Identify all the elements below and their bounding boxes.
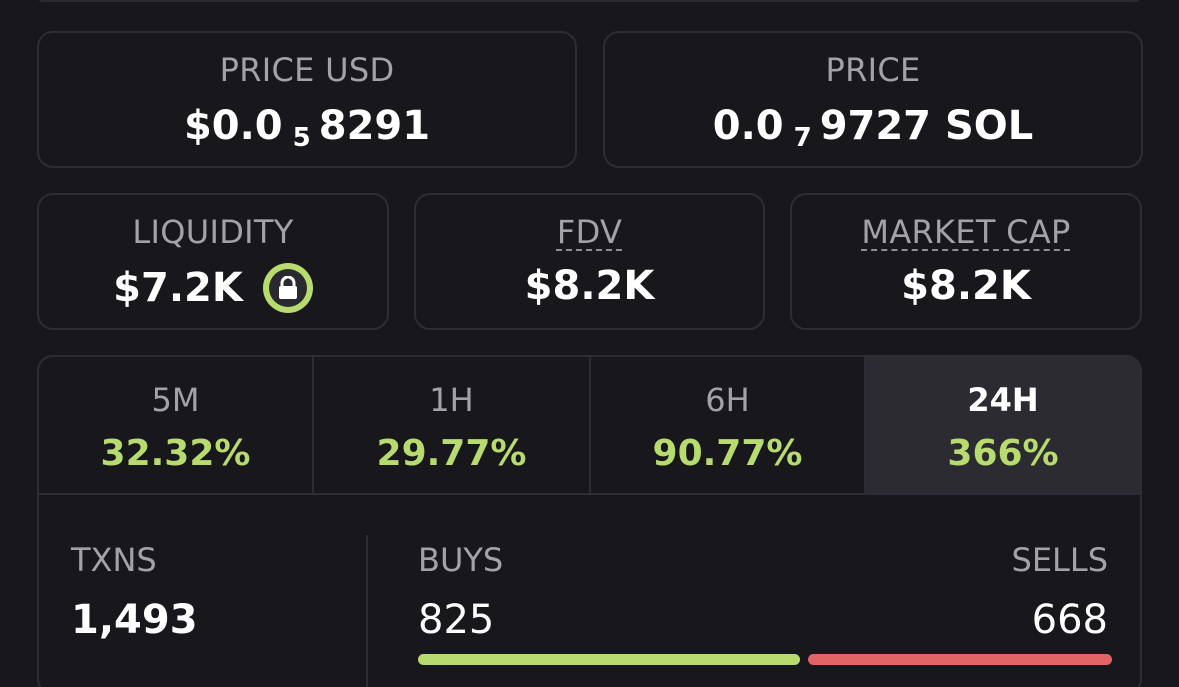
top-toolbar-edge [37,0,1141,2]
timeframe-tabs: 5M 32.32% 1H 29.77% 6H 90.77% 24H 366% [39,357,1140,495]
price-sol-label: PRICE [825,51,921,89]
market-cap-value: $8.2K [901,263,1031,309]
tab-6h[interactable]: 6H 90.77% [591,357,866,493]
tab-6h-label: 6H [705,381,750,419]
sells-value: 668 [1031,597,1108,643]
price-sol-card: PRICE 0.0 7 9727 SOL [603,31,1143,168]
liquidity-value-row: $7.2K [39,263,387,313]
price-usd-prefix: $0.0 [183,103,283,149]
price-usd-label: PRICE USD [219,51,395,89]
txns-divider [366,535,368,687]
price-usd-zero-count: 5 [292,123,311,153]
liquidity-value: $7.2K [113,265,243,311]
price-usd-card: PRICE USD $0.0 5 8291 [37,31,577,168]
tab-24h-change: 366% [947,433,1059,474]
liquidity-card: LIQUIDITY $7.2K [37,193,389,330]
tab-5m-label: 5M [151,381,200,419]
price-sol-zero-count: 7 [793,123,812,153]
txns-label: TXNS [71,541,157,579]
price-sol-value: 0.0 7 9727 SOL [605,103,1141,153]
fdv-label[interactable]: FDV [416,213,763,251]
buys-ratio-bar [418,654,800,665]
tab-1h-change: 29.77% [376,433,527,474]
timeframe-panel: 5M 32.32% 1H 29.77% 6H 90.77% 24H 366% T… [37,355,1142,687]
tab-24h[interactable]: 24H 366% [866,357,1140,493]
buys-label: BUYS [418,541,504,579]
fdv-card[interactable]: FDV $8.2K [414,193,765,330]
price-sol-digits: 9727 SOL [819,103,1034,149]
fdv-value: $8.2K [524,263,655,309]
price-usd-value: $0.0 5 8291 [39,103,575,153]
buys-value: 825 [418,597,495,643]
market-cap-card[interactable]: MARKET CAP $8.2K [790,193,1142,330]
lock-icon-inner [268,269,307,307]
tab-1h[interactable]: 1H 29.77% [314,357,591,493]
fdv-label-text[interactable]: FDV [556,213,623,251]
market-cap-label-text[interactable]: MARKET CAP [861,213,1071,251]
sells-ratio-bar [808,654,1112,665]
price-usd-digits: 8291 [318,103,431,149]
tab-6h-change: 90.77% [652,433,803,474]
liquidity-label: LIQUIDITY [132,213,294,251]
lock-icon[interactable] [262,263,313,313]
lock-icon-glyph [278,276,297,299]
tab-5m-change: 32.32% [100,433,251,474]
sells-label: SELLS [1011,541,1109,579]
tab-1h-label: 1H [429,381,474,419]
txns-value: 1,493 [71,597,198,643]
tab-5m[interactable]: 5M 32.32% [39,357,314,493]
market-cap-label[interactable]: MARKET CAP [792,213,1140,251]
tab-24h-label: 24H [967,381,1039,419]
price-sol-prefix: 0.0 [712,103,784,149]
